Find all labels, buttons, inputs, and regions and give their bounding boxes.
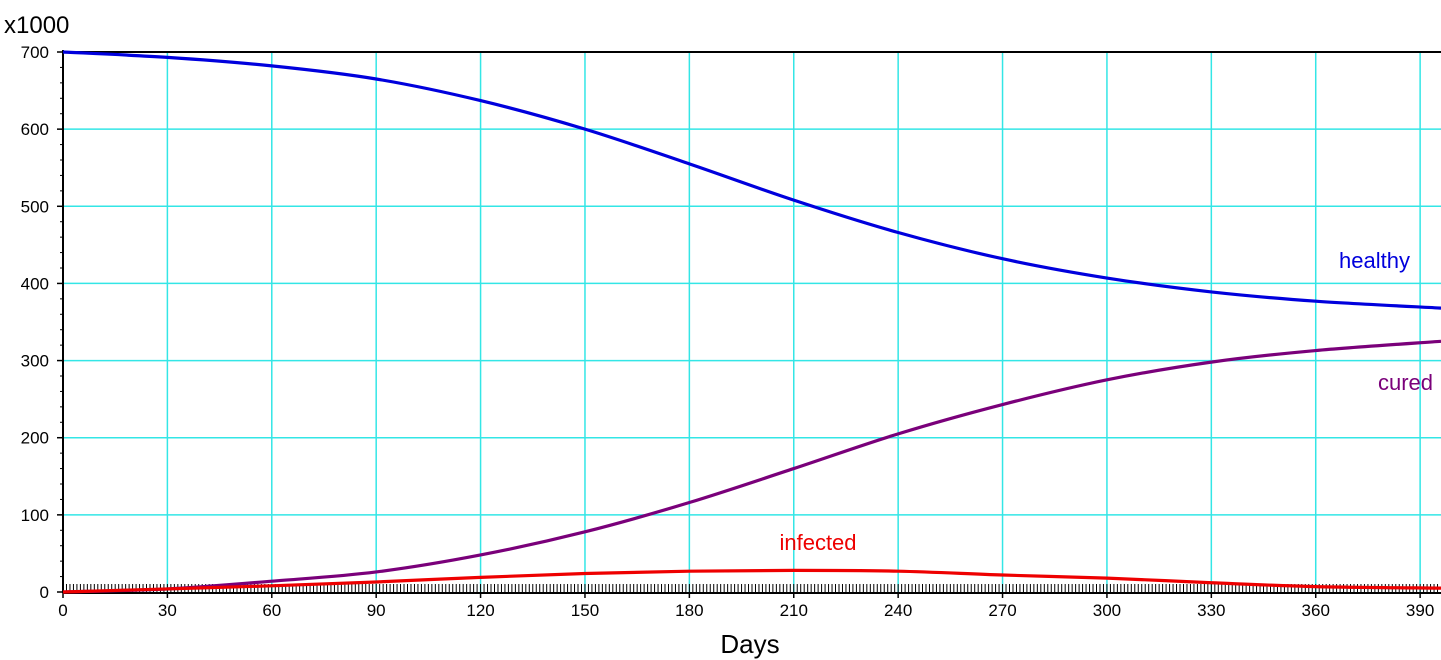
axes <box>63 50 1441 593</box>
x-tick-label: 210 <box>780 601 808 620</box>
x-tick-label: 390 <box>1406 601 1434 620</box>
y-tick-label: 700 <box>21 43 49 62</box>
y-unit-label: x1000 <box>4 12 69 39</box>
y-tick-label: 500 <box>21 197 49 216</box>
x-tick-label: 0 <box>58 601 67 620</box>
y-tick-label: 100 <box>21 506 49 525</box>
x-tick-labels: 0 30 60 90 120 150 180 210 240 270 300 330 360 390 <box>58 592 1434 620</box>
y-tick-label: 0 <box>40 583 49 602</box>
x-tick-label: 150 <box>571 601 599 620</box>
x-tick-label: 60 <box>262 601 281 620</box>
x-tick-label: 90 <box>367 601 386 620</box>
y-tick-label: 300 <box>21 352 49 371</box>
x-tick-label: 330 <box>1197 601 1225 620</box>
y-tick-label: 400 <box>21 274 49 293</box>
x-tick-label: 360 <box>1302 601 1330 620</box>
x-tick-label: 180 <box>675 601 703 620</box>
x-tick-label: 240 <box>884 601 912 620</box>
x-tick-label: 120 <box>466 601 494 620</box>
x-tick-label: 300 <box>1093 601 1121 620</box>
x-tick-label: 30 <box>158 601 177 620</box>
series-line-cured <box>63 341 1441 592</box>
series-label-healthy: healthy <box>1339 248 1410 273</box>
y-tick-label: 600 <box>21 120 49 139</box>
series-label-infected: infected <box>779 530 856 555</box>
series-lines <box>63 52 1441 592</box>
series-line-healthy <box>63 52 1441 308</box>
series-label-cured: cured <box>1378 370 1433 395</box>
y-tick-label: 200 <box>21 429 49 448</box>
grid-lines <box>63 52 1441 592</box>
y-tick-labels: 0 100 200 300 400 500 600 700 <box>21 43 63 602</box>
x-tick-label: 270 <box>988 601 1016 620</box>
x-axis-label: Days <box>720 629 779 659</box>
